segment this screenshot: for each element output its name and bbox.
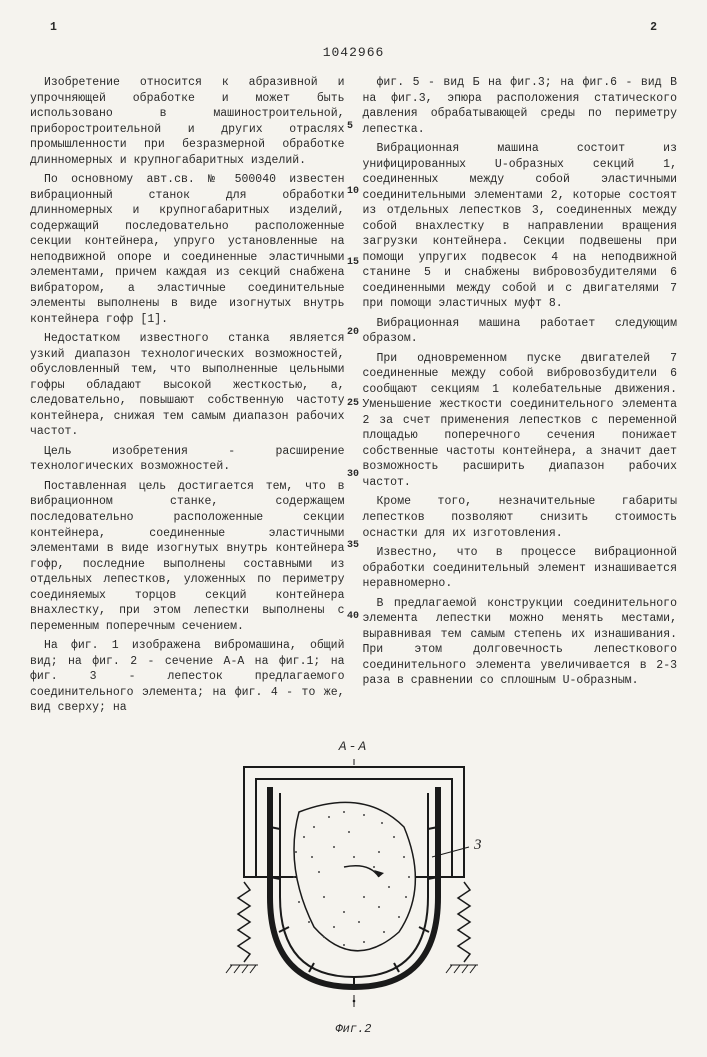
paragraph: При одновременном пуске двигателей 7 сое… — [363, 351, 678, 491]
paragraph: В предлагаемой конструкции соединительно… — [363, 596, 678, 689]
paragraph: Изобретение относится к абразивной и упр… — [30, 75, 345, 168]
line-marker: 10 — [347, 185, 359, 199]
line-marker: 30 — [347, 468, 359, 482]
page-header: 1 2 — [30, 20, 677, 36]
paragraph: По основному авт.св. № 500040 известен в… — [30, 172, 345, 327]
paragraph: Вибрационная машина состоит из унифициро… — [363, 141, 678, 312]
figure-svg: 3 — [204, 757, 504, 1017]
patent-number: 1042966 — [30, 44, 677, 62]
line-marker: 25 — [347, 397, 359, 411]
page-number-right: 2 — [650, 20, 657, 36]
figure-2: А-А — [30, 738, 677, 1038]
paragraph: Недостатком известного станка является у… — [30, 331, 345, 440]
section-label: А-А — [30, 738, 677, 756]
line-marker: 5 — [347, 120, 353, 134]
page-number-left: 1 — [50, 20, 57, 36]
line-marker: 35 — [347, 539, 359, 553]
paragraph: Вибрационная машина работает следующим о… — [363, 316, 678, 347]
line-marker: 20 — [347, 326, 359, 340]
paragraph: На фиг. 1 изображена вибромашина, общий … — [30, 638, 345, 716]
left-column: Изобретение относится к абразивной и упр… — [30, 75, 345, 720]
line-marker: 40 — [347, 610, 359, 624]
figure-caption: Фиг.2 — [30, 1021, 677, 1037]
paragraph: фиг. 5 - вид Б на фиг.3; на фиг.6 - вид … — [363, 75, 678, 137]
callout-3: 3 — [473, 837, 482, 853]
line-marker: 15 — [347, 256, 359, 270]
paragraph: Цель изобретения - расширение технологич… — [30, 444, 345, 475]
paragraph: Известно, что в процессе вибрационной об… — [363, 545, 678, 592]
right-column: фиг. 5 - вид Б на фиг.3; на фиг.6 - вид … — [363, 75, 678, 720]
paragraph: Кроме того, незначительные габариты лепе… — [363, 494, 678, 541]
paragraph: Поставленная цель достигается тем, что в… — [30, 479, 345, 634]
